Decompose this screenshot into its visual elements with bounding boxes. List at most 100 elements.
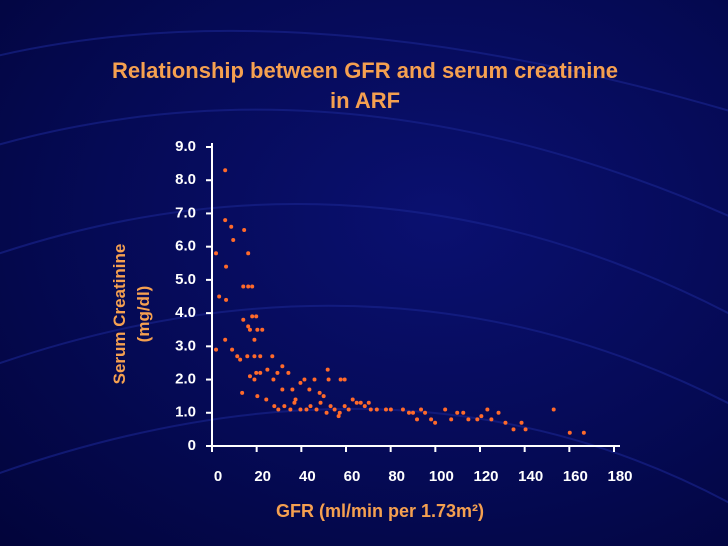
- data-point: [326, 377, 331, 382]
- data-point: [314, 407, 319, 412]
- data-point: [254, 314, 259, 319]
- data-point: [304, 407, 309, 412]
- background-arcs: [0, 29, 728, 504]
- data-point: [419, 407, 424, 412]
- data-point: [342, 404, 347, 409]
- data-point: [551, 407, 556, 412]
- chart-title: Relationship between GFR and serum creat…: [111, 58, 619, 113]
- data-point: [321, 394, 326, 399]
- data-point: [496, 410, 501, 415]
- data-point: [223, 337, 228, 342]
- data-point: [240, 390, 245, 395]
- data-point: [260, 327, 265, 332]
- y-tick-label: 2.0: [175, 371, 196, 388]
- data-point: [247, 327, 252, 332]
- data-point: [252, 337, 257, 342]
- data-point: [338, 377, 343, 382]
- data-point: [250, 284, 255, 289]
- data-point: [288, 407, 293, 412]
- data-point: [511, 427, 516, 432]
- y-tick-label: 8.0: [175, 171, 196, 188]
- data-point: [252, 377, 257, 382]
- data-point: [245, 354, 250, 359]
- data-point: [231, 238, 236, 243]
- data-point: [258, 354, 263, 359]
- data-point: [328, 404, 333, 409]
- data-point: [523, 427, 528, 432]
- data-point: [350, 397, 355, 402]
- data-point: [325, 367, 330, 372]
- data-point: [519, 420, 524, 425]
- data-point: [346, 407, 351, 412]
- data-point: [406, 410, 411, 415]
- data-point: [388, 407, 393, 412]
- x-tick-label: 140: [518, 468, 543, 485]
- data-point: [246, 324, 251, 329]
- data-point: [286, 370, 291, 375]
- data-point: [308, 404, 313, 409]
- x-tick-label: 40: [299, 468, 316, 485]
- data-point: [503, 420, 508, 425]
- x-tick-label: 0: [214, 468, 222, 485]
- data-point: [229, 224, 234, 229]
- data-point: [461, 410, 466, 415]
- data-point: [429, 417, 434, 422]
- x-tick-label: 100: [429, 468, 454, 485]
- data-point: [449, 417, 454, 422]
- data-point: [374, 407, 379, 412]
- data-point: [223, 168, 228, 173]
- data-point: [241, 317, 246, 322]
- data-point: [302, 377, 307, 382]
- data-point: [358, 400, 363, 405]
- data-point: [217, 294, 222, 299]
- data-point: [214, 251, 219, 256]
- data-point: [354, 400, 359, 405]
- data-point: [423, 410, 428, 415]
- y-tick-label: 6.0: [175, 238, 196, 255]
- data-point: [368, 407, 373, 412]
- data-point: [415, 417, 420, 422]
- data-point: [298, 407, 303, 412]
- data-point: [250, 314, 255, 319]
- data-point: [317, 390, 322, 395]
- data-point: [272, 404, 277, 409]
- data-point: [224, 264, 229, 269]
- data-point: [443, 407, 448, 412]
- data-point: [293, 397, 298, 402]
- y-tick-label: 7.0: [175, 204, 196, 221]
- data-point: [332, 407, 337, 412]
- data-point: [298, 380, 303, 385]
- data-point: [258, 370, 263, 375]
- x-tick-label: 120: [473, 468, 498, 485]
- data-point: [280, 387, 285, 392]
- data-point: [475, 417, 480, 422]
- data-point: [224, 297, 229, 302]
- data-point: [276, 407, 281, 412]
- data-point: [241, 284, 246, 289]
- data-point: [290, 387, 295, 392]
- data-point: [342, 377, 347, 382]
- x-tick-label: 180: [607, 468, 632, 485]
- data-point: [307, 387, 312, 392]
- data-point: [411, 410, 415, 415]
- data-point: [337, 410, 342, 415]
- x-tick-label: 60: [344, 468, 361, 485]
- x-axis-label: GFR (ml/min per 1.73m²): [275, 501, 485, 521]
- data-point: [292, 400, 297, 405]
- data-point: [362, 404, 367, 409]
- data-point: [489, 417, 494, 422]
- data-point: [264, 397, 269, 402]
- data-point: [242, 228, 247, 233]
- data-point: [366, 400, 371, 405]
- data-point: [280, 364, 285, 369]
- y-tick-label: 3.0: [175, 337, 196, 354]
- data-point: [275, 370, 280, 375]
- data-point: [466, 417, 471, 422]
- x-tick-label: 20: [254, 468, 271, 485]
- data-point: [433, 420, 438, 425]
- data-point: [235, 354, 240, 359]
- data-point: [255, 327, 260, 332]
- data-point: [271, 377, 276, 382]
